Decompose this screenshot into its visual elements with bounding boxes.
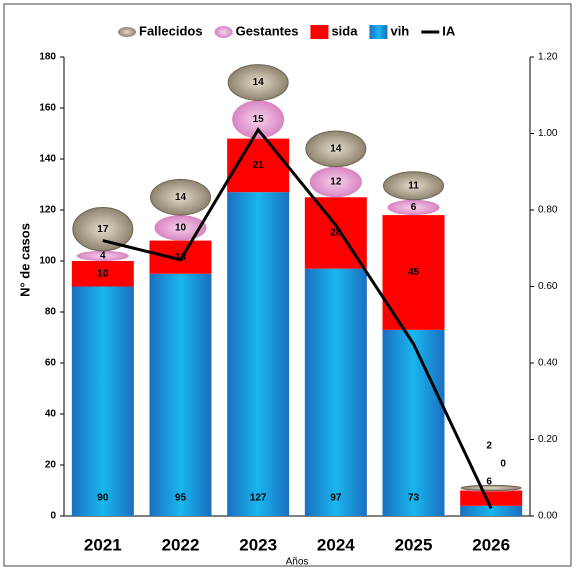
bar-sida bbox=[460, 490, 523, 506]
y-tick-label: 40 bbox=[45, 409, 57, 420]
bar-vih bbox=[227, 192, 290, 516]
y-tick-label: 0 bbox=[50, 511, 56, 522]
ia-line bbox=[102, 127, 493, 509]
y-axis-title: N° de casos bbox=[17, 223, 32, 297]
data-label: 97 bbox=[330, 493, 342, 504]
data-label: 0 bbox=[500, 459, 506, 470]
y-tick-label: 160 bbox=[39, 103, 56, 114]
y-tick-label: 180 bbox=[39, 52, 56, 63]
y-tick-label: 120 bbox=[39, 205, 56, 216]
data-label: 4 bbox=[100, 251, 106, 262]
gestantes-marker bbox=[309, 166, 362, 198]
legend-label: vih bbox=[390, 23, 409, 38]
legend-swatch bbox=[118, 27, 136, 37]
data-label: 2 bbox=[486, 441, 492, 452]
data-label: 45 bbox=[408, 267, 420, 278]
y-tick-label: 140 bbox=[39, 154, 56, 165]
legend-label: IA bbox=[442, 23, 456, 38]
bar-vih bbox=[149, 273, 212, 516]
x-axis-title: Años bbox=[286, 557, 309, 568]
bar-vih bbox=[382, 329, 445, 516]
data-label: 14 bbox=[175, 192, 187, 203]
legend-label: sida bbox=[331, 23, 358, 38]
data-label: 73 bbox=[408, 493, 420, 504]
data-label: 90 bbox=[97, 493, 109, 504]
gestantes-marker bbox=[154, 215, 207, 241]
data-label: 95 bbox=[175, 493, 187, 504]
y2-tick-label: 0.40 bbox=[538, 358, 558, 369]
x-tick-label: 2024 bbox=[317, 535, 355, 554]
y2-tick-label: 1.00 bbox=[538, 128, 558, 139]
x-tick-label: 2026 bbox=[472, 535, 510, 554]
y2-tick-label: 0.20 bbox=[538, 434, 558, 445]
x-tick-label: 2021 bbox=[84, 535, 122, 554]
x-tick-label: 2025 bbox=[395, 535, 433, 554]
data-label: 15 bbox=[253, 114, 265, 125]
gestantes-marker bbox=[232, 100, 285, 139]
legend-label: Gestantes bbox=[236, 23, 299, 38]
data-label: 10 bbox=[97, 268, 109, 279]
data-label: 6 bbox=[411, 202, 417, 213]
gestantes-marker bbox=[387, 199, 440, 216]
legend-swatch bbox=[310, 25, 329, 39]
data-label: 11 bbox=[408, 180, 419, 191]
y-tick-label: 100 bbox=[39, 256, 56, 267]
gestantes-marker bbox=[76, 250, 129, 261]
bar-vih bbox=[460, 505, 523, 516]
fallecidos-marker bbox=[460, 484, 522, 492]
x-tick-label: 2022 bbox=[162, 535, 200, 554]
y-tick-label: 20 bbox=[45, 460, 57, 471]
legend-swatch bbox=[214, 26, 233, 38]
y-tick-label: 60 bbox=[45, 358, 57, 369]
fallecidos-marker bbox=[150, 178, 211, 216]
bar-vih bbox=[71, 286, 134, 516]
fallecidos-marker bbox=[305, 130, 367, 168]
fallecidos-marker bbox=[227, 64, 289, 101]
data-label: 10 bbox=[175, 222, 187, 233]
bar-vih bbox=[304, 268, 367, 516]
fallecidos-marker bbox=[72, 206, 134, 252]
y2-tick-label: 1.20 bbox=[538, 52, 558, 63]
y2-tick-label: 0.60 bbox=[538, 281, 558, 292]
data-label: 14 bbox=[330, 143, 342, 154]
data-label: 12 bbox=[330, 177, 342, 188]
y2-tick-label: 0.80 bbox=[538, 205, 558, 216]
data-label: 17 bbox=[97, 224, 109, 235]
legend-label: Fallecidos bbox=[139, 23, 203, 38]
data-label: 14 bbox=[253, 77, 265, 88]
legend-swatch bbox=[369, 25, 388, 39]
data-label: 28 bbox=[330, 228, 342, 239]
data-label: 21 bbox=[253, 160, 265, 171]
y-tick-label: 80 bbox=[45, 307, 57, 318]
fallecidos-marker bbox=[383, 171, 444, 201]
data-label: 6 bbox=[486, 477, 492, 488]
frame bbox=[3, 3, 572, 567]
x-tick-label: 2023 bbox=[239, 535, 277, 554]
bar-sida bbox=[71, 261, 134, 287]
y2-tick-label: 0.00 bbox=[538, 511, 558, 522]
data-label: 127 bbox=[250, 493, 267, 504]
